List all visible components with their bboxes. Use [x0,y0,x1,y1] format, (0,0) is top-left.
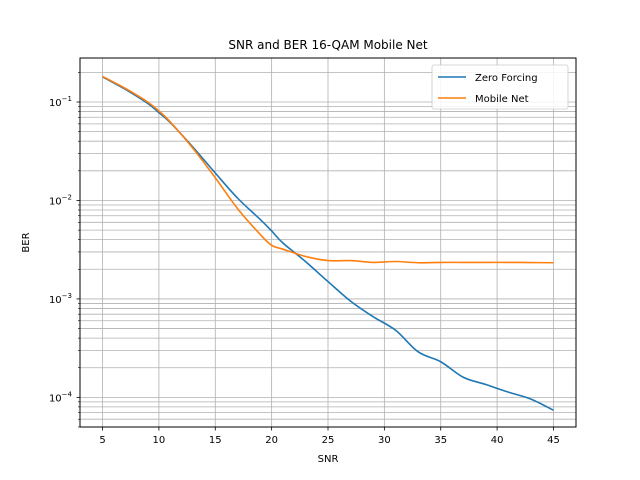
x-tick-label: 15 [209,435,222,446]
x-tick-label: 20 [265,435,278,446]
y-tick-label: 10−3 [49,292,72,306]
x-tick-label: 45 [547,435,560,446]
chart-title: SNR and BER 16-QAM Mobile Net [228,38,428,52]
series-lines [102,75,554,411]
x-tick-label: 10 [153,435,166,446]
x-tick-label: 40 [491,435,504,446]
x-tick-label: 35 [434,435,447,446]
y-axis-label: BER [21,232,32,252]
x-axis-label: SNR [318,454,339,465]
series-line-2 [102,75,554,264]
x-tick-label: 5 [99,435,105,446]
x-tick-label: 25 [322,435,335,446]
axis-ticks: 5 10 15 20 25 30 35 40 45 10−1 10−2 10−3 10−4 [49,72,560,446]
legend: Zero Forcing Mobile Net [431,64,569,110]
legend-label: Zero Forcing [475,73,538,84]
x-tick-label: 30 [378,435,391,446]
y-tick-label: 10−4 [49,390,73,404]
y-tick-label: 10−2 [49,193,72,207]
legend-label: Mobile Net [475,94,529,105]
y-tick-label: 10−1 [49,95,72,109]
